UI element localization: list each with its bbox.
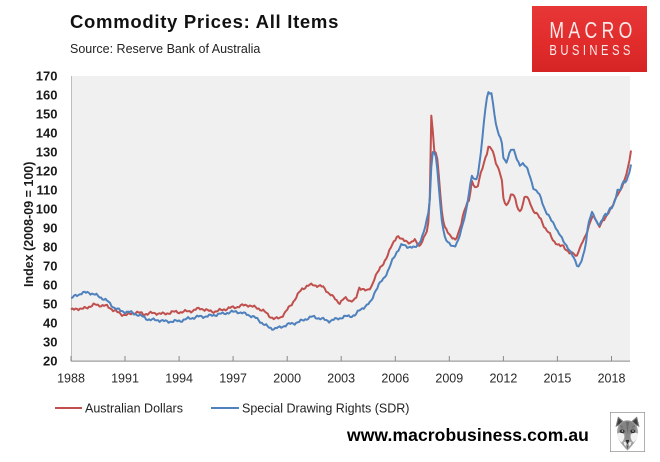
svg-text:30: 30 — [43, 335, 57, 350]
svg-text:110: 110 — [37, 183, 58, 198]
svg-text:20: 20 — [43, 354, 57, 369]
svg-text:Australian Dollars: Australian Dollars — [85, 402, 183, 416]
svg-text:2018: 2018 — [598, 372, 626, 386]
svg-text:2003: 2003 — [327, 372, 355, 386]
svg-text:2009: 2009 — [435, 372, 463, 386]
svg-text:40: 40 — [43, 316, 57, 331]
svg-text:2000: 2000 — [273, 372, 301, 386]
svg-text:170: 170 — [36, 69, 58, 84]
svg-text:150: 150 — [36, 107, 58, 122]
svg-text:Index (2008-09 = 100): Index (2008-09 = 100) — [22, 162, 36, 287]
svg-text:2006: 2006 — [381, 372, 409, 386]
svg-text:1994: 1994 — [165, 372, 193, 386]
svg-text:80: 80 — [43, 240, 57, 255]
svg-text:60: 60 — [43, 278, 57, 293]
svg-text:120: 120 — [36, 164, 58, 179]
svg-text:70: 70 — [43, 259, 57, 274]
svg-text:1997: 1997 — [219, 372, 247, 386]
svg-text:2012: 2012 — [489, 372, 517, 386]
svg-text:Special Drawing Rights (SDR): Special Drawing Rights (SDR) — [242, 402, 409, 416]
svg-text:1988: 1988 — [57, 372, 85, 386]
svg-text:90: 90 — [43, 221, 57, 236]
svg-text:1991: 1991 — [111, 372, 139, 386]
svg-text:50: 50 — [43, 297, 57, 312]
svg-text:130: 130 — [36, 145, 58, 160]
svg-text:140: 140 — [36, 126, 58, 141]
svg-text:160: 160 — [36, 88, 58, 103]
svg-text:100: 100 — [36, 202, 58, 217]
svg-text:2015: 2015 — [543, 372, 571, 386]
